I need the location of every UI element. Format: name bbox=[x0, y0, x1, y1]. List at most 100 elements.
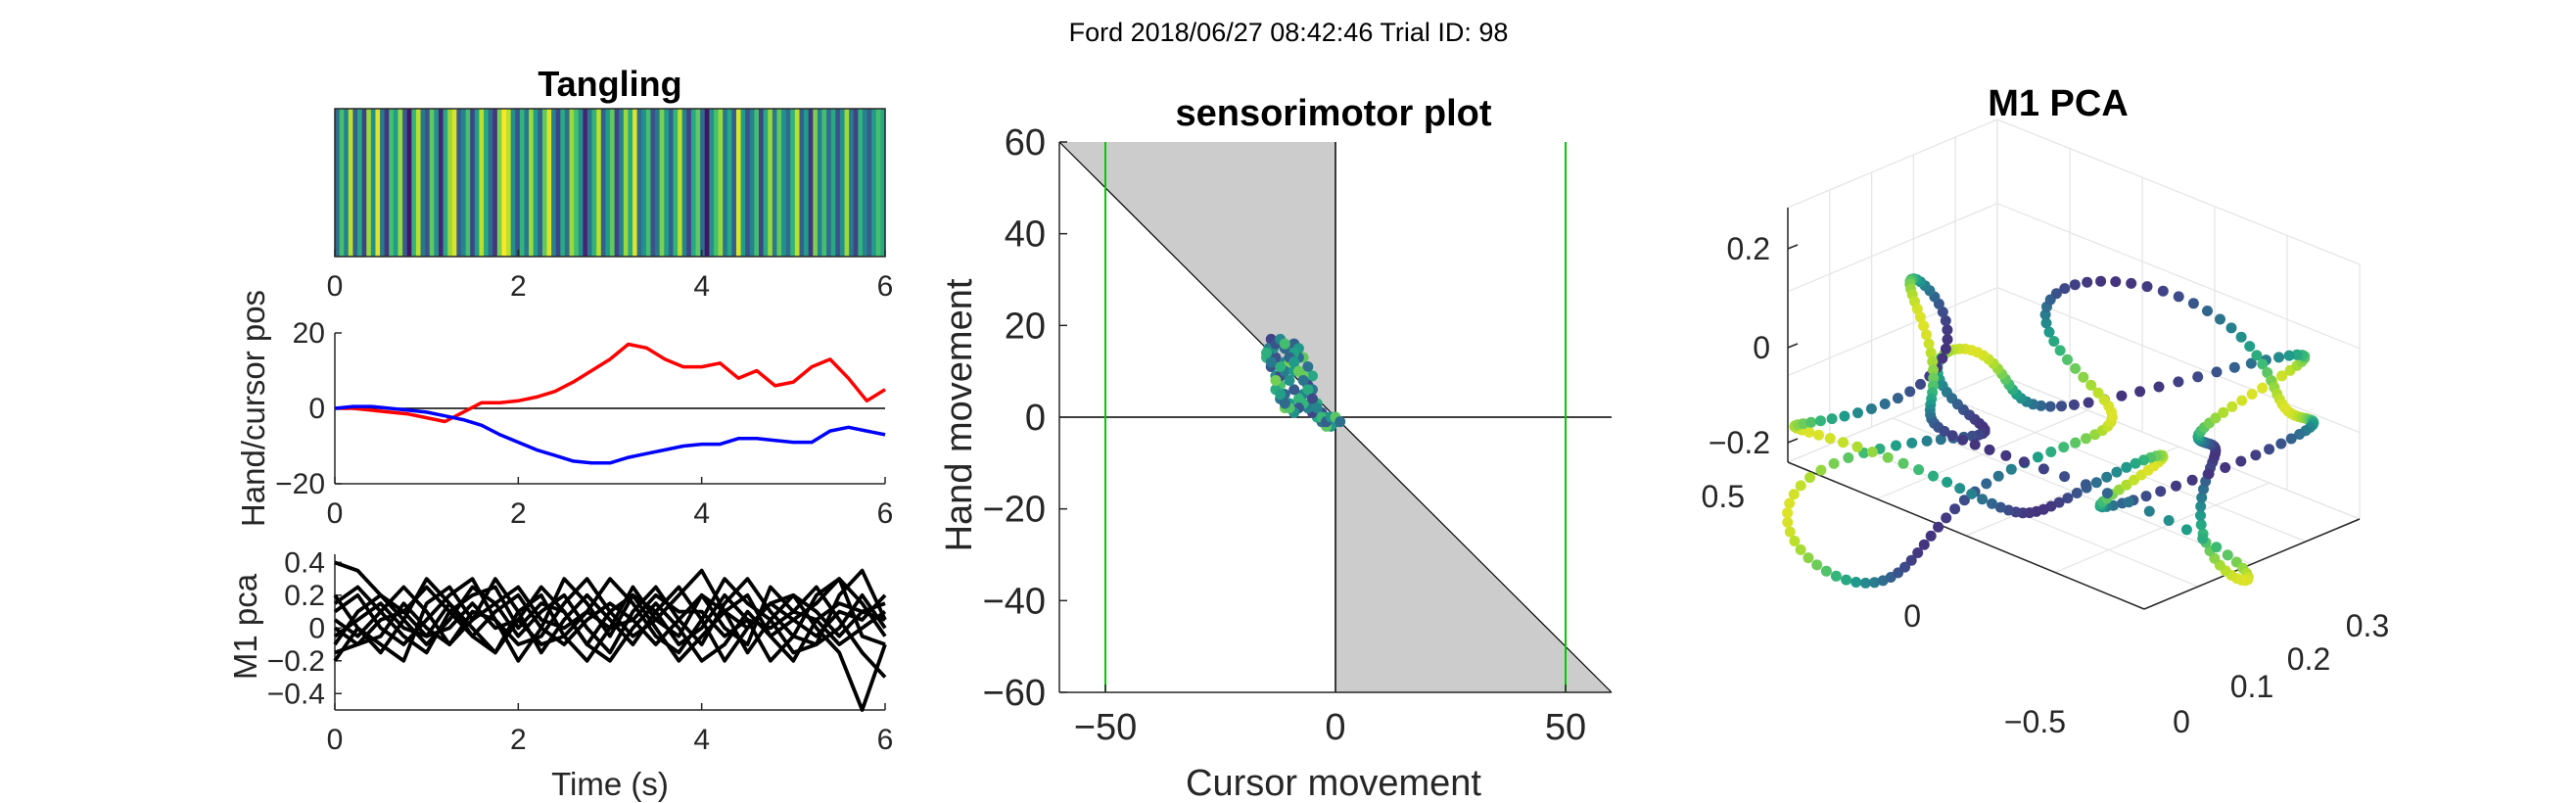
data-point bbox=[1828, 457, 1840, 469]
data-point bbox=[1815, 464, 1827, 476]
data-point bbox=[1307, 370, 1318, 382]
heatmap-cell bbox=[591, 109, 597, 257]
y-tick-label: 0 bbox=[308, 393, 325, 425]
sensorimotor-title: sensorimotor plot bbox=[1175, 93, 1491, 134]
data-point bbox=[1803, 552, 1814, 564]
heatmap-cell bbox=[614, 109, 620, 257]
data-point bbox=[1921, 329, 1932, 341]
data-point bbox=[1284, 375, 1295, 387]
x-tick-label: 2 bbox=[510, 497, 527, 530]
x-tick-label: 6 bbox=[877, 270, 894, 303]
heatmap-cell bbox=[411, 109, 417, 257]
heatmap-cell bbox=[519, 109, 526, 257]
x-tick-label: 0.2 bbox=[2287, 641, 2330, 677]
heatmap-cell bbox=[339, 109, 345, 257]
hand-cursor-lines bbox=[334, 342, 886, 465]
heatmap-cell bbox=[510, 109, 516, 257]
data-point bbox=[1795, 543, 1806, 555]
data-point bbox=[2180, 524, 2192, 536]
heatmap-cell bbox=[447, 109, 453, 257]
data-point bbox=[2211, 542, 2223, 553]
sensorimotor-xlabel: Cursor movement bbox=[1186, 763, 1481, 803]
data-point bbox=[2173, 376, 2184, 388]
heatmap-cell bbox=[858, 109, 864, 257]
heatmap-cell bbox=[668, 109, 675, 257]
data-point bbox=[2083, 397, 2094, 408]
data-point bbox=[1307, 393, 1318, 404]
series-line bbox=[333, 568, 887, 663]
data-point bbox=[2043, 326, 2055, 338]
data-point bbox=[1937, 307, 1948, 318]
m1-pca-3d-panel: M1 PCA −0.2 0 0.2 −0.5 0 0.5 0 0.1 0.2 0.3 bbox=[1702, 83, 2390, 739]
heatmap-cell bbox=[664, 109, 670, 257]
data-point bbox=[2197, 533, 2209, 544]
data-point bbox=[1914, 311, 1926, 323]
data-point bbox=[1865, 403, 1877, 414]
heatmap-cell bbox=[659, 109, 665, 257]
data-point bbox=[2059, 283, 2071, 295]
x-tick-label: 0.3 bbox=[2346, 608, 2389, 643]
data-point bbox=[1981, 478, 1992, 490]
y-tick-label: −0.4 bbox=[267, 678, 325, 710]
heatmap-cell bbox=[759, 109, 765, 257]
data-point bbox=[2203, 468, 2215, 480]
data-point bbox=[1918, 539, 1930, 550]
heatmap-cell bbox=[406, 109, 412, 257]
y-tick-label: −60 bbox=[983, 673, 1046, 714]
heatmap-cell bbox=[695, 109, 701, 257]
tangling-panel: Tangling 0 2 4 6 bbox=[327, 64, 894, 303]
heatmap-cell bbox=[754, 109, 760, 257]
data-point bbox=[1841, 574, 1852, 586]
heatmap-cell bbox=[555, 109, 561, 257]
heatmap-cell bbox=[804, 109, 810, 257]
data-point bbox=[1869, 577, 1881, 589]
x-tick-label: 6 bbox=[877, 497, 894, 530]
heatmap-cell bbox=[496, 109, 503, 257]
heatmap-cell bbox=[772, 109, 778, 257]
heatmap-cell bbox=[335, 109, 341, 257]
data-point bbox=[1805, 416, 1817, 428]
heatmap-cell bbox=[650, 109, 656, 257]
data-point bbox=[2246, 389, 2258, 400]
y-axis-line bbox=[1787, 461, 2145, 610]
data-point bbox=[2195, 519, 2207, 531]
data-point bbox=[2141, 281, 2153, 293]
data-point bbox=[1918, 320, 1930, 332]
heatmap-cell bbox=[866, 109, 872, 257]
z-tick-label: 0.2 bbox=[1727, 231, 1770, 266]
heatmap-cell bbox=[871, 109, 877, 257]
heatmap-cell bbox=[826, 109, 832, 257]
m1-pca-traces-ylabel: M1 pca bbox=[227, 573, 263, 680]
data-point bbox=[1949, 503, 1961, 515]
data-point bbox=[2032, 451, 2043, 463]
m1-pca-traces-lines bbox=[333, 560, 887, 712]
grid-line bbox=[1787, 287, 1998, 377]
data-point bbox=[1788, 489, 1800, 500]
y-tick-label: 0 bbox=[308, 612, 325, 644]
figure-suptitle: Ford 2018/06/27 08:42:46 Trial ID: 98 bbox=[1069, 18, 1509, 47]
data-point bbox=[2257, 358, 2269, 370]
data-point bbox=[2215, 313, 2225, 325]
data-point bbox=[1891, 440, 1901, 451]
heatmap-cell bbox=[384, 109, 390, 257]
data-point bbox=[1302, 384, 1314, 396]
data-point bbox=[1279, 338, 1290, 350]
data-point bbox=[1921, 435, 1933, 447]
data-point bbox=[2236, 395, 2248, 406]
data-point bbox=[2059, 471, 2071, 483]
data-point bbox=[2196, 492, 2208, 503]
tangling-frame bbox=[334, 108, 886, 258]
data-point bbox=[2291, 349, 2303, 360]
heatmap-cell bbox=[794, 109, 801, 257]
data-point bbox=[1925, 530, 1937, 542]
heatmap-cell bbox=[835, 109, 841, 257]
heatmap-cell bbox=[479, 109, 485, 257]
heatmap-cell bbox=[768, 109, 773, 257]
heatmap-cell bbox=[880, 109, 886, 257]
data-point bbox=[1939, 425, 1950, 437]
heatmap-cell bbox=[745, 109, 751, 257]
data-point bbox=[2220, 462, 2231, 473]
data-point bbox=[1911, 304, 1923, 314]
